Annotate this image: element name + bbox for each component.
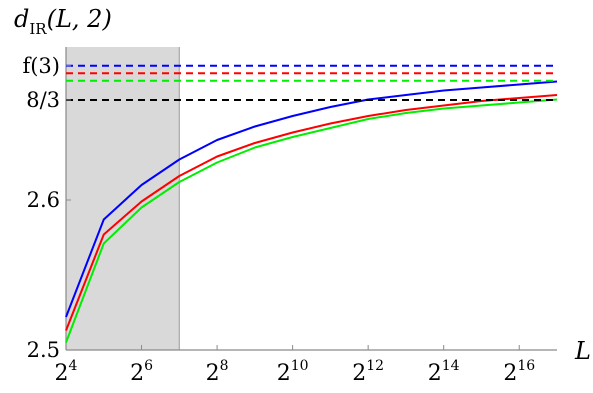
y-axis-title: dIR(L, 2) [14,5,112,38]
x-tick-base-0: 2 [55,361,69,386]
x-tick-base-6: 2 [503,361,517,386]
x-tick-label-2: 28 [206,358,229,386]
y-axis-title-main: d [14,5,29,33]
y-axis-title-sub: IR [29,20,47,38]
x-tick-exp-4: 12 [366,358,384,374]
x-axis-title: L [574,337,591,365]
x-tick-base-5: 2 [428,361,442,386]
axes-group [65,47,557,351]
shaded-region [66,47,180,350]
x-tick-label-0: 24 [55,358,78,386]
series-line-0 [65,80,558,318]
x-tick-label-3: 210 [277,358,309,386]
x-tick-base-2: 2 [206,361,220,386]
series-line-1 [65,94,558,331]
x-tick-exp-5: 14 [442,358,460,374]
y-tick-label-3: f(3) [22,54,60,78]
series-line-2 [65,98,558,343]
x-tick-label-5: 214 [428,358,460,386]
x-tick-exp-2: 8 [220,358,229,374]
series-group [65,64,558,343]
x-tick-base-3: 2 [277,361,291,386]
x-tick-exp-3: 10 [291,358,309,374]
x-tick-label-6: 216 [503,358,535,386]
y-tick-label-0: 2.5 [27,338,60,362]
y-tick-label-1: 2.6 [27,188,60,212]
y-tick-label-2: 8/3 [26,88,60,112]
x-tick-label-4: 212 [352,358,384,386]
y-axis-title-args: (L, 2) [47,5,112,33]
x-tick-base-4: 2 [352,361,366,386]
x-tick-exp-6: 16 [517,358,535,374]
x-tick-exp-1: 6 [144,358,153,374]
x-tick-exp-0: 4 [69,358,78,374]
shaded-region-group [66,47,180,350]
x-tick-base-1: 2 [130,361,144,386]
x-tick-label-1: 26 [130,358,153,386]
